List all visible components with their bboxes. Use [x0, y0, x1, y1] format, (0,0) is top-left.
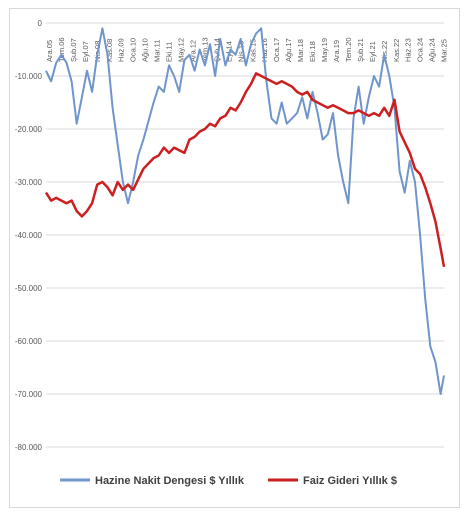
series-lines	[44, 27, 446, 395]
x-tick-label: Mar.25	[440, 39, 449, 62]
gridlines	[46, 22, 444, 448]
x-tick-label: Şub.07	[69, 38, 78, 62]
x-tick-label: Ara.19	[332, 40, 341, 62]
y-tick-label: -10.000	[15, 72, 43, 81]
x-tick-label: Tem.13	[200, 37, 209, 62]
series-line-hazine	[45, 27, 445, 395]
x-tick-label: Haz.09	[117, 38, 126, 62]
x-tick-label: Haz.23	[404, 38, 413, 62]
x-tick-label: Ağu.17	[284, 38, 293, 62]
y-tick-label: 0	[38, 19, 43, 28]
y-tick-label: -40.000	[15, 231, 43, 240]
x-tick-label: Nis.22	[380, 41, 389, 62]
x-tick-label: Kas.22	[392, 39, 401, 62]
x-tick-label: Şub.21	[356, 38, 365, 62]
x-tick-label: Oca.17	[272, 38, 281, 62]
y-tick-label: -50.000	[15, 284, 43, 293]
y-tick-label: -70.000	[15, 390, 43, 399]
x-tick-label: Ağu.24	[428, 38, 437, 62]
x-tick-label: Ara.05	[45, 40, 54, 62]
x-tick-label: May.19	[320, 38, 329, 62]
x-tick-label: Eyl.07	[81, 41, 90, 62]
y-tick-label: -60.000	[15, 337, 43, 346]
x-tick-label: Eki.11	[165, 42, 174, 62]
x-tick-label: Tem.20	[344, 37, 353, 62]
x-tick-label: Mar.11	[153, 40, 162, 62]
x-tick-label: Mar.18	[296, 39, 305, 62]
x-tick-label: Eyl.21	[368, 41, 377, 62]
y-tick-label: -30.000	[15, 178, 43, 187]
x-tick-label: Eki.18	[308, 41, 317, 62]
legend-label-faiz: Faiz Gideri Yıllık $	[303, 475, 397, 487]
chart-frame	[9, 8, 460, 508]
x-tick-label: Kas.08	[105, 39, 114, 62]
x-tick-label: Nis.15	[236, 41, 245, 62]
legend: Hazine Nakit Dengesi $ Yıllık Faiz Gider…	[60, 475, 397, 487]
x-tick-label: Ara.12	[188, 40, 197, 62]
y-tick-label: -80.000	[15, 443, 43, 452]
y-axis-ticks: 0 -10.000 -20.000 -30.000 -40.000 -50.000 -60.…	[15, 19, 43, 452]
x-tick-label: Tem.06	[57, 37, 66, 62]
x-tick-label: Şub.14	[212, 38, 221, 62]
series-line-faiz	[44, 72, 446, 268]
x-tick-label: Oca.24	[416, 38, 425, 62]
x-tick-label: Haz.16	[260, 38, 269, 62]
x-tick-label: May.12	[177, 38, 186, 62]
y-tick-label: -20.000	[15, 125, 43, 134]
x-tick-label: Ağu.10	[141, 38, 150, 62]
x-tick-label: Kas.15	[248, 39, 257, 62]
x-tick-label: Oca.10	[129, 38, 138, 62]
x-axis-ticks: Ara.05 Tem.06 Şub.07 Eyl.07 Nis.08 Kas.08 Haz.…	[45, 37, 449, 62]
legend-label-hazine: Hazine Nakit Dengesi $ Yıllık	[95, 475, 245, 487]
